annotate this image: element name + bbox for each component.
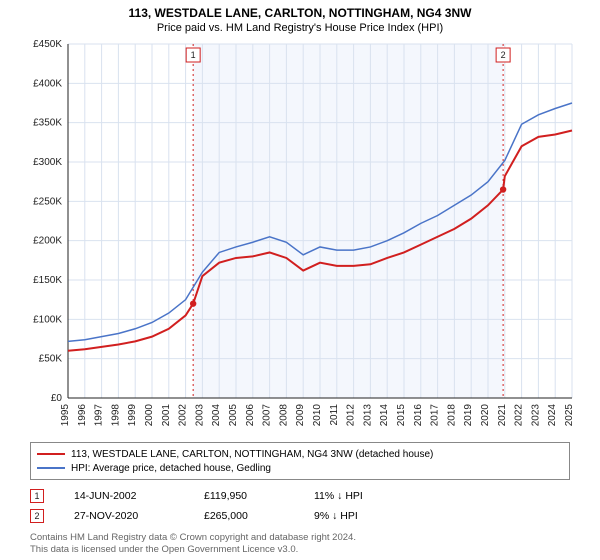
x-tick-label: 2009 (295, 404, 306, 427)
x-tick-label: 2010 (312, 404, 323, 427)
y-tick-label: £100K (33, 314, 62, 325)
x-tick-label: 2000 (144, 404, 155, 427)
sale-diff: 11% ↓ HPI (314, 490, 434, 502)
chart-title: 113, WESTDALE LANE, CARLTON, NOTTINGHAM,… (129, 6, 472, 20)
y-tick-label: £150K (33, 275, 62, 286)
y-tick-label: £350K (33, 118, 62, 129)
x-tick-label: 2008 (278, 404, 289, 427)
x-tick-label: 2019 (463, 404, 474, 427)
x-tick-label: 2014 (379, 404, 390, 427)
x-tick-label: 2015 (396, 404, 407, 427)
footnote-line: Contains HM Land Registry data © Crown c… (30, 532, 570, 544)
x-tick-label: 2013 (362, 404, 373, 427)
x-tick-label: 2018 (446, 404, 457, 427)
x-tick-label: 2025 (564, 404, 575, 427)
legend-label: 113, WESTDALE LANE, CARLTON, NOTTINGHAM,… (71, 449, 433, 460)
x-tick-label: 2001 (161, 404, 172, 427)
x-tick-label: 2023 (530, 404, 541, 427)
x-tick-label: 2006 (245, 404, 256, 427)
x-tick-label: 2004 (211, 404, 222, 427)
sale-date: 14-JUN-2002 (74, 490, 174, 502)
svg-text:2: 2 (501, 50, 506, 60)
sale-price: £265,000 (204, 510, 284, 522)
y-tick-label: £0 (51, 393, 63, 404)
x-tick-label: 1997 (94, 404, 105, 427)
sales-table: 1 14-JUN-2002 £119,950 11% ↓ HPI 2 27-NOV-202… (30, 486, 570, 526)
x-tick-label: 2007 (262, 404, 273, 427)
x-tick-label: 2005 (228, 404, 239, 427)
chart-subtitle: Price paid vs. HM Land Registry's House … (157, 22, 443, 34)
sale-badge: 2 (30, 509, 44, 523)
y-tick-label: £450K (33, 39, 62, 50)
x-tick-label: 1999 (127, 404, 138, 427)
legend-swatch (37, 453, 65, 455)
chart-area: £0 £50K £100K £150K £200K £250K £300K £350K £400… (20, 38, 580, 438)
sale-row: 2 27-NOV-2020 £265,000 9% ↓ HPI (30, 506, 570, 526)
x-tick-label: 2003 (194, 404, 205, 427)
y-tick-label: £200K (33, 236, 62, 247)
x-tick-label: 2020 (480, 404, 491, 427)
y-tick-label: £50K (39, 354, 63, 365)
footnote: Contains HM Land Registry data © Crown c… (30, 532, 570, 556)
sale-row: 1 14-JUN-2002 £119,950 11% ↓ HPI (30, 486, 570, 506)
legend-swatch (37, 467, 65, 469)
legend-row: HPI: Average price, detached house, Gedl… (37, 461, 563, 475)
x-tick-label: 1998 (110, 404, 121, 427)
sale-diff: 9% ↓ HPI (314, 510, 434, 522)
x-tick-label: 2011 (329, 404, 340, 426)
sale-badge: 1 (30, 489, 44, 503)
legend-label: HPI: Average price, detached house, Gedl… (71, 463, 271, 474)
plot-band (193, 44, 503, 398)
sale-date: 27-NOV-2020 (74, 510, 174, 522)
legend-box: 113, WESTDALE LANE, CARLTON, NOTTINGHAM,… (30, 442, 570, 480)
legend-row: 113, WESTDALE LANE, CARLTON, NOTTINGHAM,… (37, 447, 563, 461)
x-tick-label: 2016 (413, 404, 424, 427)
y-tick-label: £300K (33, 157, 62, 168)
y-tick-label: £250K (33, 196, 62, 207)
svg-text:1: 1 (191, 50, 196, 60)
y-tick-label: £400K (33, 78, 62, 89)
x-tick-label: 1995 (60, 404, 71, 427)
x-tick-label: 2002 (178, 404, 189, 427)
x-tick-label: 2022 (514, 404, 525, 427)
sale-price: £119,950 (204, 490, 284, 502)
x-tick-label: 2024 (547, 404, 558, 427)
line-chart: £0 £50K £100K £150K £200K £250K £300K £350K £400… (20, 38, 580, 438)
x-tick-label: 1996 (77, 404, 88, 427)
footnote-line: This data is licensed under the Open Gov… (30, 544, 570, 556)
x-tick-label: 2021 (497, 404, 508, 427)
x-tick-label: 2012 (346, 404, 357, 427)
x-tick-label: 2017 (430, 404, 441, 427)
